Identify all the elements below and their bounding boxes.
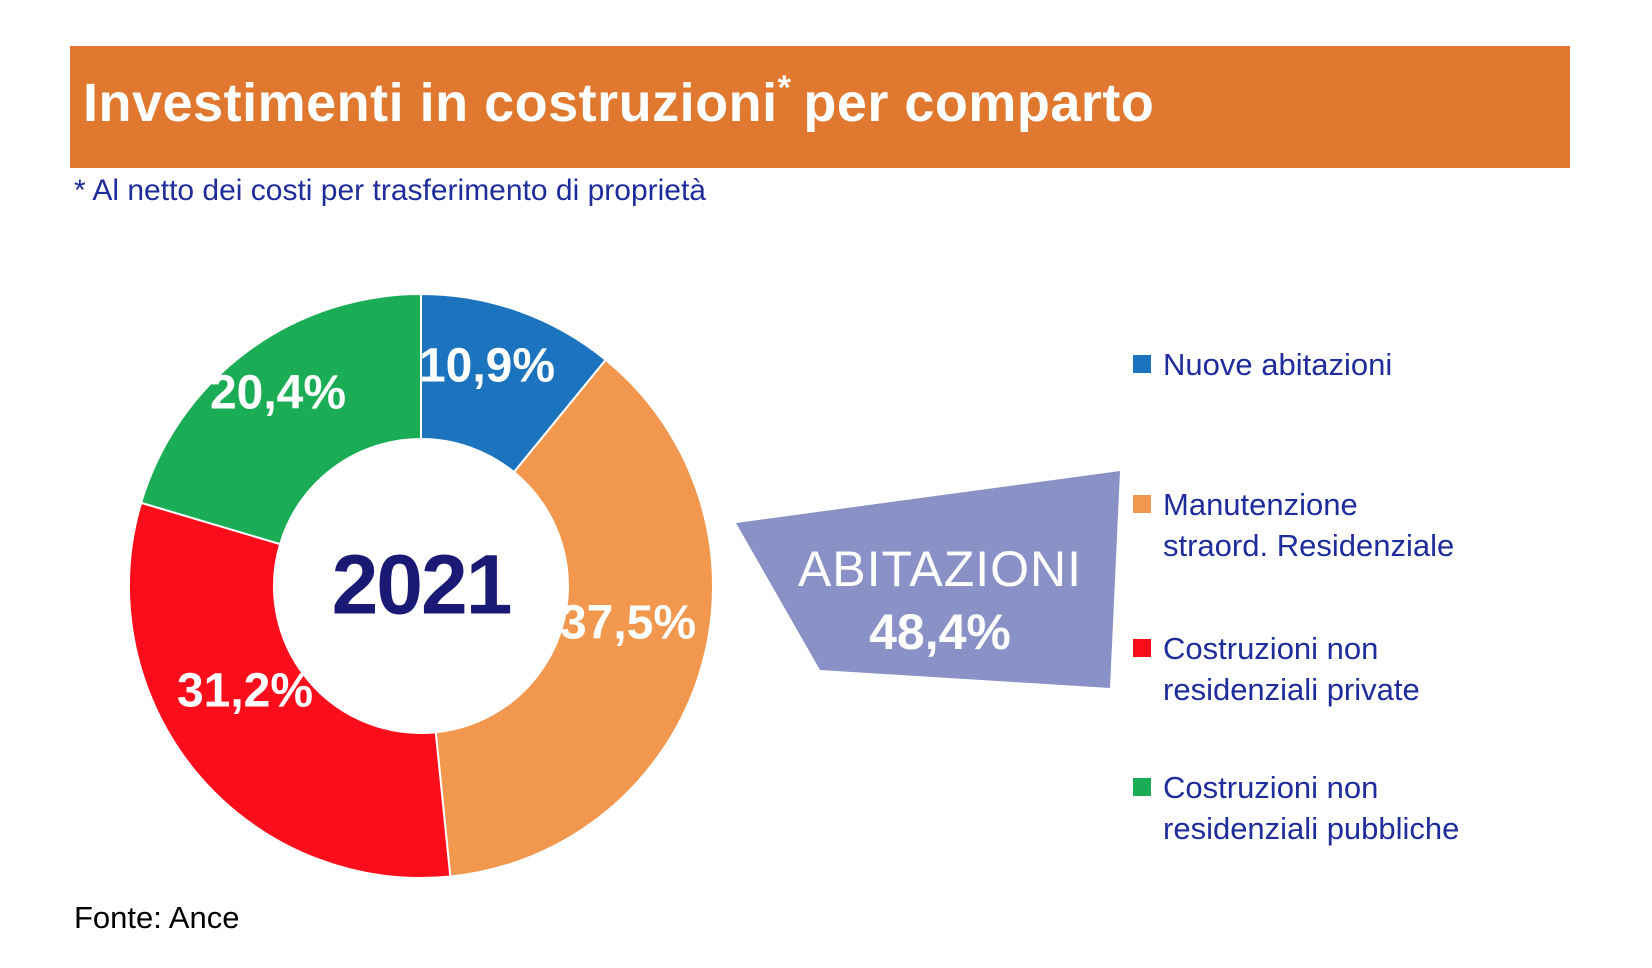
legend-swatch-green bbox=[1133, 778, 1151, 796]
donut-chart bbox=[127, 292, 714, 880]
donut-slice-0 bbox=[420, 292, 608, 474]
slice-label-nuove-abitazioni: 10,9% bbox=[418, 339, 556, 393]
slice-label-manutenzione-straord: 37,5% bbox=[559, 596, 697, 650]
page-title: Investimenti in costruzioni* per comparto bbox=[70, 46, 1570, 139]
legend-item-non-residenziali-pubbliche: Costruzioni non residenziali pubbliche bbox=[1133, 767, 1459, 849]
legend-swatch-red bbox=[1133, 639, 1151, 657]
legend-label: Manutenzione straord. Residenziale bbox=[1163, 487, 1455, 563]
abitazioni-callout bbox=[736, 471, 1120, 688]
source-note: Fonte: Ance bbox=[74, 900, 240, 935]
legend-item-nuove-abitazioni: Nuove abitazioni bbox=[1133, 344, 1392, 385]
legend-swatch-blue bbox=[1133, 355, 1151, 373]
page-title-main: Investimenti in costruzioni bbox=[83, 73, 778, 133]
callout-value: 48,4% bbox=[869, 604, 1011, 660]
callout-text: ABITAZIONI 48,4% bbox=[740, 541, 1140, 661]
callout-title: ABITAZIONI bbox=[797, 541, 1083, 597]
donut-slice-3 bbox=[139, 292, 422, 546]
page-title-rest: per comparto bbox=[803, 73, 1155, 133]
footnote: * Al netto dei costi per trasferimento d… bbox=[74, 174, 706, 207]
callout-shape bbox=[736, 471, 1120, 688]
title-banner: Investimenti in costruzioni* per comparto bbox=[70, 46, 1570, 168]
center-year-label: 2021 bbox=[331, 537, 513, 632]
legend-label: Costruzioni non residenziali private bbox=[1163, 631, 1420, 707]
slice-label-non-residenziali-pubbliche: 20,4% bbox=[209, 366, 347, 420]
legend-label: Costruzioni non residenziali pubbliche bbox=[1163, 770, 1460, 846]
title-asterisk: * bbox=[777, 69, 792, 107]
legend-item-non-residenziali-private: Costruzioni non residenziali private bbox=[1133, 628, 1420, 710]
donut-slice-2 bbox=[127, 501, 452, 880]
legend-label: Nuove abitazioni bbox=[1163, 347, 1393, 382]
slice-label-non-residenziali-private: 31,2% bbox=[176, 664, 314, 718]
legend-swatch-orange bbox=[1133, 495, 1151, 513]
legend-item-manutenzione-straord: Manutenzione straord. Residenziale bbox=[1133, 484, 1454, 566]
donut-slice-1 bbox=[434, 358, 714, 878]
